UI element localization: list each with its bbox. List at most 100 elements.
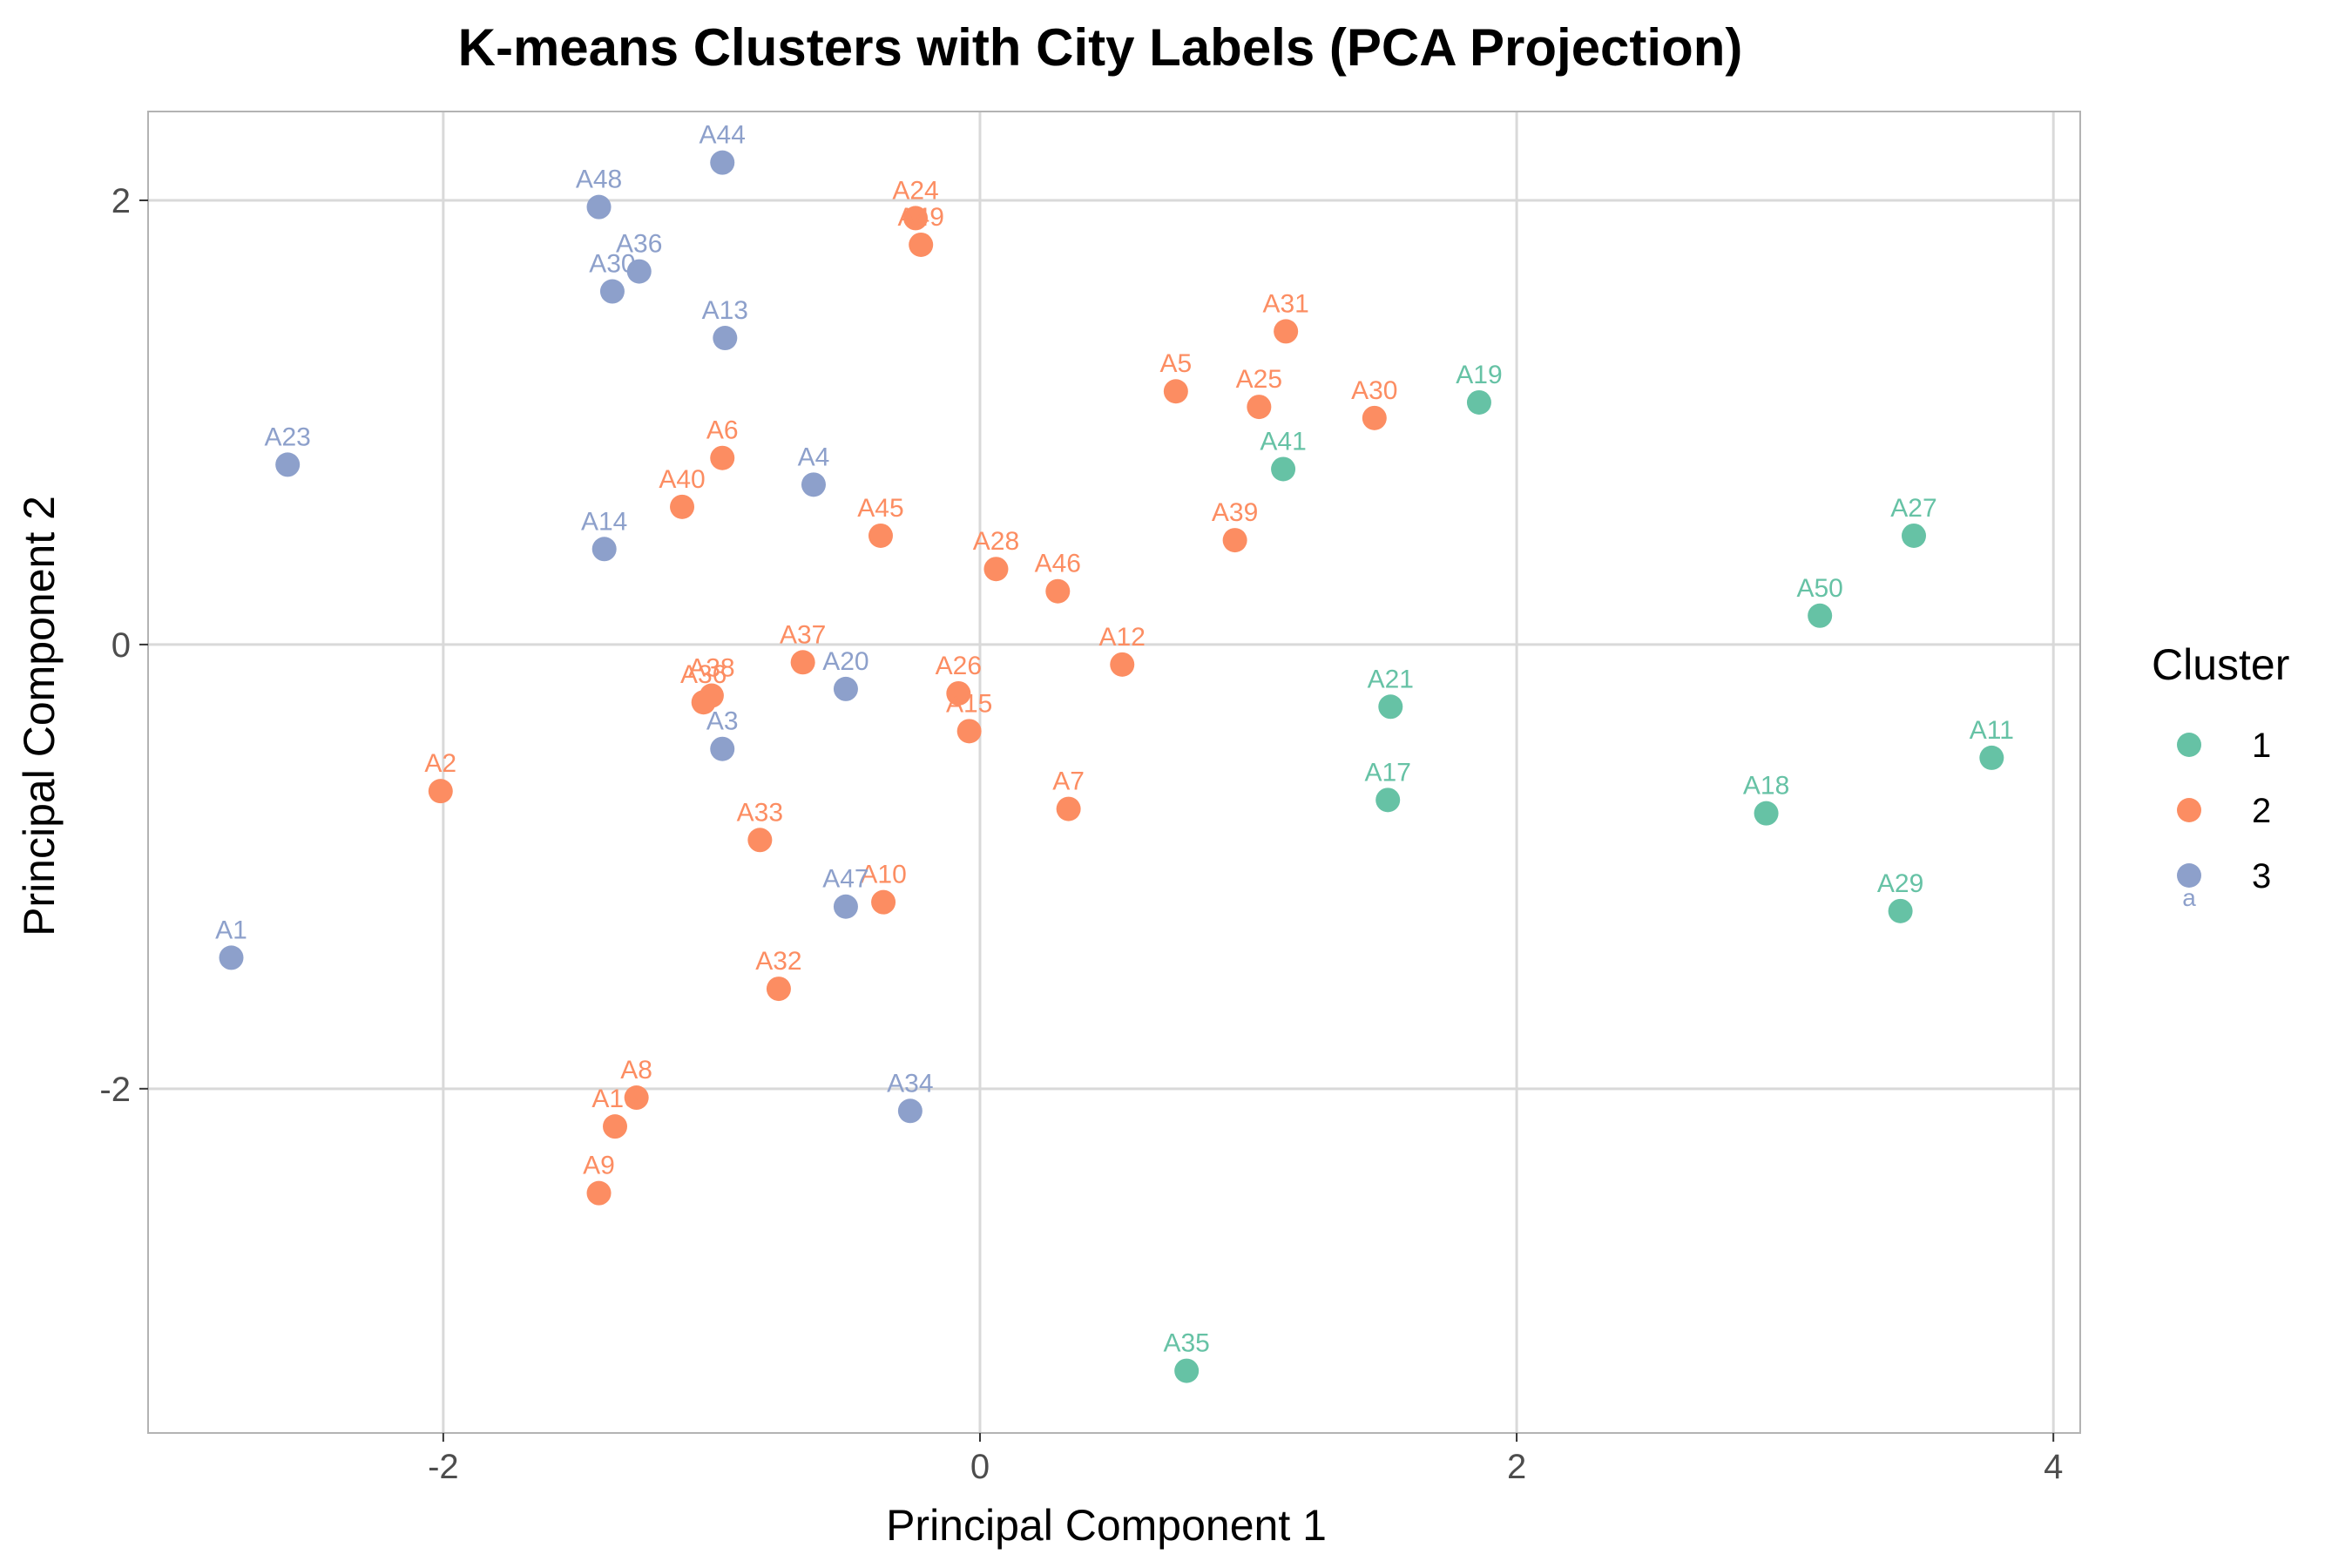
- plot-border: [147, 111, 2081, 1434]
- data-point: [710, 445, 735, 470]
- data-point: [713, 326, 738, 351]
- point-label: A45: [857, 494, 903, 523]
- data-point: [1902, 523, 1927, 548]
- point-label: A24: [892, 176, 938, 205]
- data-point: [1375, 787, 1401, 813]
- data-point: [591, 537, 617, 562]
- x-tick-label: 4: [2044, 1448, 2063, 1486]
- point-label: A36: [616, 230, 662, 259]
- point-label: A3: [706, 707, 739, 736]
- point-label: A9: [583, 1152, 615, 1180]
- data-point: [1045, 578, 1071, 604]
- point-label: A28: [973, 527, 1019, 556]
- data-point: [219, 945, 244, 970]
- point-label: A38: [688, 654, 734, 683]
- legend: Cluster 1 2 a 3: [2152, 640, 2289, 911]
- data-point: [710, 150, 735, 175]
- data-point: [1378, 694, 1403, 720]
- point-label: A47: [822, 865, 868, 894]
- point-label: A6: [706, 416, 739, 445]
- point-label: A48: [576, 166, 622, 194]
- point-label: A12: [1099, 623, 1146, 652]
- point-label: A41: [1260, 427, 1306, 456]
- point-label: A39: [1212, 498, 1258, 527]
- point-label: A19: [1456, 361, 1502, 389]
- y-axis-title: Principal Component 2: [15, 496, 64, 936]
- data-point: [670, 494, 695, 519]
- y-tick-label: 2: [112, 182, 131, 220]
- point-label: A20: [822, 647, 868, 676]
- legend-key-cluster-3: [2177, 863, 2201, 888]
- legend-key-cluster-1: [2177, 733, 2201, 757]
- point-label: A14: [581, 507, 627, 536]
- point-label: A16: [591, 1085, 638, 1113]
- point-label: A1: [215, 916, 247, 944]
- point-label: A40: [659, 465, 705, 494]
- legend-key-glyph: a: [2182, 884, 2196, 911]
- data-point: [691, 690, 716, 715]
- data-point: [626, 259, 652, 284]
- point-label: A35: [1163, 1329, 1209, 1358]
- data-point: [1247, 395, 1272, 420]
- point-label: A15: [946, 689, 992, 718]
- point-label: A44: [700, 121, 746, 150]
- data-point: [801, 472, 826, 497]
- data-point: [1979, 745, 2004, 770]
- series-cluster-1: A19 A41 A27 A50 A21 A11 A17 A18 A29 A35: [1163, 361, 2014, 1383]
- data-point: [871, 889, 896, 915]
- point-label: A5: [1160, 349, 1193, 378]
- point-label: A30: [1351, 376, 1397, 405]
- x-tick-label: 2: [1507, 1448, 1526, 1486]
- point-label: A8: [620, 1056, 652, 1085]
- point-label: A11: [1970, 716, 2014, 745]
- point-label: A50: [1796, 574, 1842, 603]
- data-point: [956, 719, 982, 744]
- data-point: [868, 523, 893, 548]
- point-label: A23: [264, 422, 310, 451]
- x-tick-label: 0: [970, 1448, 990, 1486]
- data-point: [1271, 456, 1296, 482]
- point-label: A32: [755, 947, 801, 976]
- point-label: A49: [898, 203, 944, 232]
- data-point: [897, 1098, 923, 1124]
- data-point: [766, 977, 791, 1002]
- point-label: A18: [1743, 772, 1789, 801]
- data-point: [790, 650, 815, 675]
- data-point: [1274, 319, 1299, 344]
- data-point: [599, 279, 625, 304]
- data-point: [1466, 389, 1491, 415]
- plot-background: [148, 112, 2080, 1433]
- point-label: A2: [424, 749, 456, 778]
- data-point: [1754, 801, 1779, 826]
- legend-label-cluster-1: 1: [2252, 727, 2271, 765]
- y-tick-label: 0: [112, 626, 131, 665]
- data-point: [833, 894, 858, 919]
- data-point: [903, 206, 929, 231]
- data-point: [428, 779, 453, 804]
- data-point: [1888, 898, 1913, 923]
- data-point: [909, 232, 934, 257]
- point-label: A46: [1035, 550, 1081, 578]
- data-point: [833, 676, 858, 701]
- data-point: [275, 452, 301, 477]
- y-tick-label: -2: [99, 1071, 131, 1109]
- data-point: [1163, 379, 1188, 404]
- point-label: A30: [589, 250, 635, 279]
- data-point: [710, 736, 735, 761]
- point-label: A10: [860, 861, 906, 889]
- data-point: [983, 557, 1009, 582]
- data-point: [1110, 652, 1135, 677]
- data-point: [624, 1085, 649, 1111]
- data-point: [603, 1114, 628, 1139]
- point-label: A37: [780, 620, 826, 649]
- chart-title: K-means Clusters with City Labels (PCA P…: [458, 18, 1743, 77]
- data-point: [1174, 1358, 1200, 1383]
- data-point: [1362, 405, 1387, 430]
- data-point: [1222, 528, 1247, 553]
- point-label: A25: [1236, 365, 1282, 394]
- data-point: [1808, 603, 1833, 628]
- x-axis-title: Principal Component 1: [886, 1501, 1327, 1550]
